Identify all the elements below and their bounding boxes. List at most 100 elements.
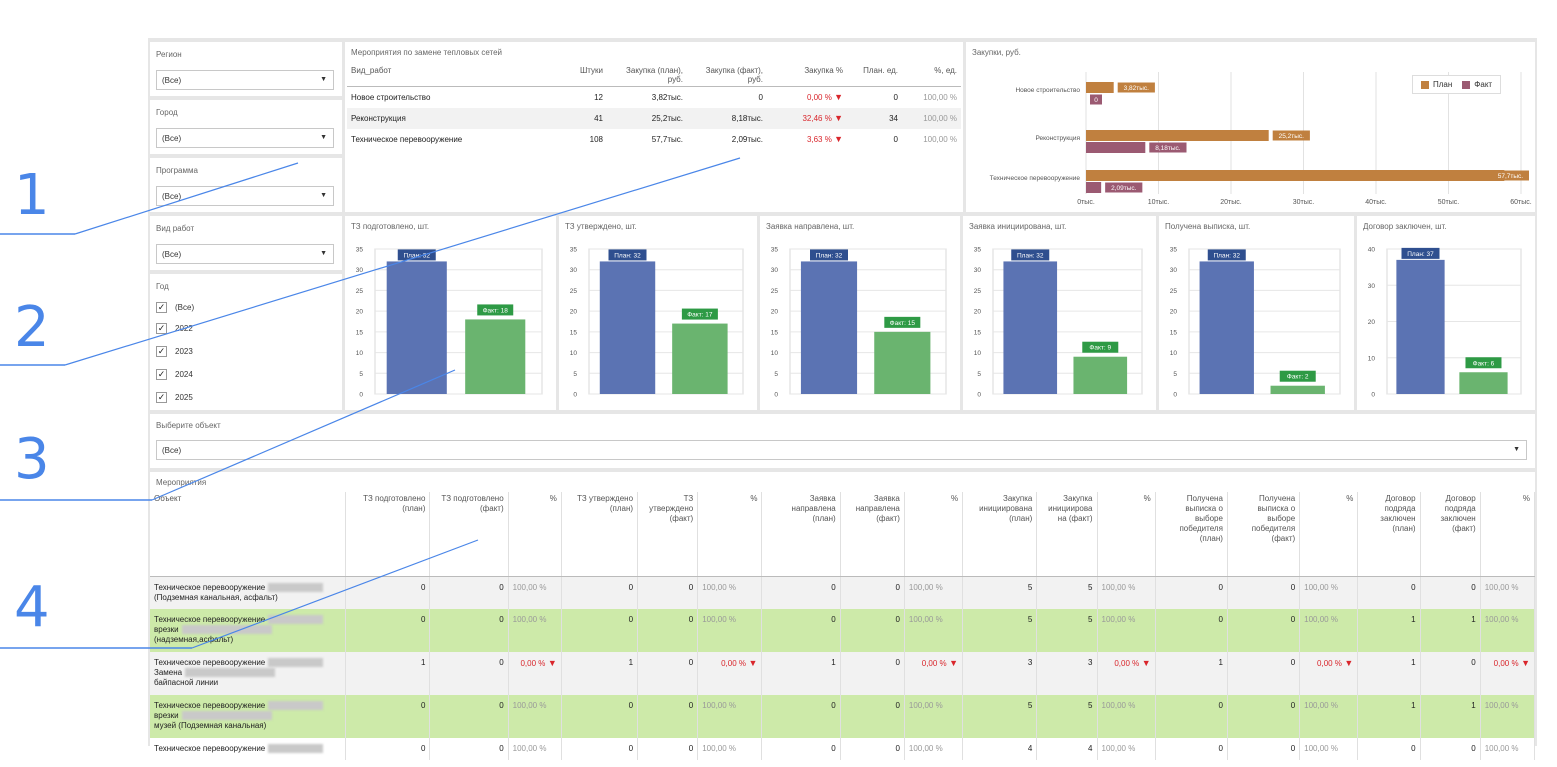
percent-value: 100,00 % bbox=[1101, 615, 1136, 624]
year-checkbox-2024[interactable]: ✓ 2024 bbox=[156, 366, 193, 382]
events-header: Объект bbox=[150, 492, 347, 577]
year-checkbox-2022[interactable]: ✓ 2022 bbox=[156, 320, 193, 336]
plan-data-label: План: 32 bbox=[403, 252, 430, 259]
table-row[interactable]: Техническое перевооружение Замена байпасно… bbox=[150, 652, 1536, 695]
value-cell: 0,00 % ▼ bbox=[508, 652, 562, 695]
y-tick-label: 5 bbox=[573, 371, 577, 378]
value-cell: 4 bbox=[962, 738, 1038, 760]
program-dropdown[interactable]: (Все) ▼ bbox=[156, 186, 334, 206]
summary-cell-pct: 0,00 % ▼ bbox=[767, 87, 847, 108]
summary-cell-pct: 3,63 % ▼ bbox=[767, 129, 847, 150]
count-value: 0 bbox=[831, 582, 836, 592]
annotation-number-2: 2 bbox=[14, 295, 50, 360]
y-tick-label: 20 bbox=[570, 309, 578, 316]
value-cell: 0 bbox=[345, 609, 431, 652]
value-cell: 5 bbox=[1036, 609, 1098, 652]
kpi-chart: 0 5 10 15 20 25 30 35 План: 32 Факт: 15 bbox=[771, 247, 947, 399]
summary-header: План. ед. bbox=[847, 64, 902, 87]
fact-data-label: Факт: 18 bbox=[483, 307, 509, 314]
y-tick-label: 35 bbox=[1170, 247, 1178, 254]
year-checkbox-2025[interactable]: ✓ 2025 bbox=[156, 389, 193, 405]
value-cell: 0 bbox=[345, 695, 431, 738]
object-name-text: врезки bbox=[154, 625, 179, 634]
summary-cell-plan: 57,7тыс. bbox=[651, 134, 683, 144]
year-checkbox-label: 2024 bbox=[175, 369, 193, 379]
value-cell: 100,00 % bbox=[508, 609, 562, 652]
data-label: 57,7тыс. bbox=[1498, 173, 1524, 180]
plan-data-label: План: 37 bbox=[1407, 251, 1434, 258]
table-row[interactable]: Техническое перевооружение (Подземная кан… bbox=[150, 576, 1536, 609]
summary-row[interactable]: Новое строительство 12 3,82тыс. 0 0,00 %… bbox=[347, 87, 961, 108]
bar-plan bbox=[1086, 130, 1269, 141]
kpi-chart-panel: Договор заключен, шт. 0 10 20 30 40 План: 37 Ф… bbox=[1357, 216, 1535, 410]
percent-value: 0,00 % bbox=[1114, 659, 1140, 668]
filter-year-label: Год bbox=[156, 282, 169, 291]
value-cell: 0 bbox=[1227, 738, 1301, 760]
summary-upct-value: 100,00 % bbox=[923, 113, 957, 123]
value-cell: 0 bbox=[429, 576, 509, 609]
events-header: % bbox=[1480, 492, 1536, 577]
redacted-text bbox=[181, 711, 272, 721]
summary-row[interactable]: Техническое перевооружение 108 57,7тыс. … bbox=[347, 129, 961, 150]
table-row[interactable]: Техническое перевооружение врезки (надземн… bbox=[150, 609, 1536, 652]
legend-fact-label: Факт bbox=[1474, 80, 1493, 89]
region-dropdown[interactable]: (Все) ▼ bbox=[156, 70, 334, 90]
kpi-chart: 0 5 10 15 20 25 30 35 План: 32 Факт: 18 bbox=[356, 247, 543, 399]
value-cell: 100,00 % bbox=[697, 609, 763, 652]
y-tick-label: 30 bbox=[1368, 283, 1376, 290]
events-header: ТЗ подготовлено (план) bbox=[345, 492, 431, 577]
value-cell: 0 bbox=[1420, 576, 1481, 609]
count-value: 0 bbox=[499, 582, 504, 592]
bar-plan bbox=[1003, 261, 1058, 394]
object-name-line: врезки bbox=[154, 711, 341, 721]
value-cell: 0 bbox=[1227, 576, 1301, 609]
count-value: 0 bbox=[628, 744, 634, 753]
count-value: 0 bbox=[688, 744, 694, 753]
count-value: 5 bbox=[1027, 582, 1033, 592]
bar-fact bbox=[1073, 356, 1128, 394]
legend-swatch-fact bbox=[1462, 80, 1471, 89]
events-header: Закупка инициирована (план) bbox=[962, 492, 1038, 577]
summary-cell-count: 41 bbox=[567, 107, 607, 129]
y-tick-label: 15 bbox=[1170, 329, 1178, 336]
kpi-chart: 0 5 10 15 20 25 30 35 План: 32 Факт: 17 bbox=[570, 247, 744, 399]
value-cell: 100,00 % bbox=[1480, 738, 1536, 760]
down-triangle-icon: ▼ bbox=[946, 658, 959, 668]
value-cell: 0 bbox=[637, 576, 699, 609]
value-cell: 0 bbox=[637, 738, 699, 760]
value-cell: 100,00 % bbox=[697, 738, 763, 760]
worktype-dropdown[interactable]: (Все) ▼ bbox=[156, 244, 334, 264]
redacted-text bbox=[268, 658, 324, 668]
checkbox-icon[interactable]: ✓ bbox=[156, 322, 167, 334]
checkbox-icon[interactable]: ✓ bbox=[156, 391, 167, 403]
data-label: 25,2тыс. bbox=[1279, 133, 1305, 140]
summary-cell-name: Техническое перевооружение bbox=[351, 134, 463, 144]
count-value: 0 bbox=[1471, 582, 1476, 592]
checkbox-icon[interactable]: ✓ bbox=[156, 368, 167, 380]
city-dropdown[interactable]: (Все) ▼ bbox=[156, 128, 334, 148]
checkbox-icon[interactable]: ✓ bbox=[156, 301, 167, 313]
table-row[interactable]: Техническое перевооружение врезки музей (П… bbox=[150, 695, 1536, 738]
object-dropdown[interactable]: (Все) ▼ bbox=[156, 440, 1527, 460]
year-checkbox-2023[interactable]: ✓ 2023 bbox=[156, 343, 193, 359]
y-tick-label: 25 bbox=[974, 288, 982, 295]
category-label: Техническое перевооружение bbox=[990, 175, 1081, 182]
value-cell: 100,00 % bbox=[904, 576, 964, 609]
events-header: Получена выписка о выборе победителя (пл… bbox=[1155, 492, 1228, 577]
kpi-chart-panel: Заявка направлена, шт. 0 5 10 15 20 25 30 35 Пла… bbox=[760, 216, 960, 410]
y-tick-label: 5 bbox=[1173, 371, 1177, 378]
value-cell: 1 bbox=[1420, 609, 1481, 652]
summary-cell-upct: 100,00 % bbox=[902, 129, 961, 150]
value-cell: 1 bbox=[345, 652, 431, 695]
table-row[interactable]: Техническое перевооружение 0 0 100,00 % 0 0 10… bbox=[150, 738, 1536, 760]
object-name-text: байпасной линии bbox=[154, 678, 219, 687]
y-tick-label: 0 bbox=[774, 392, 778, 399]
fact-data-label: Факт: 2 bbox=[1287, 374, 1309, 381]
checkbox-icon[interactable]: ✓ bbox=[156, 345, 167, 357]
city-dropdown-value: (Все) bbox=[162, 134, 182, 143]
summary-row[interactable]: Реконструкция 41 25,2тыс. 8,18тыс. 32,46… bbox=[347, 107, 961, 129]
year-checkbox-all[interactable]: ✓ (Все) bbox=[156, 299, 194, 315]
kpi-chart-panel: Получена выписка, шт. 0 5 10 15 20 25 30 35 План… bbox=[1159, 216, 1354, 410]
count-value: 0 bbox=[1218, 582, 1223, 592]
events-header: ТЗ утверждено (план) bbox=[561, 492, 639, 577]
